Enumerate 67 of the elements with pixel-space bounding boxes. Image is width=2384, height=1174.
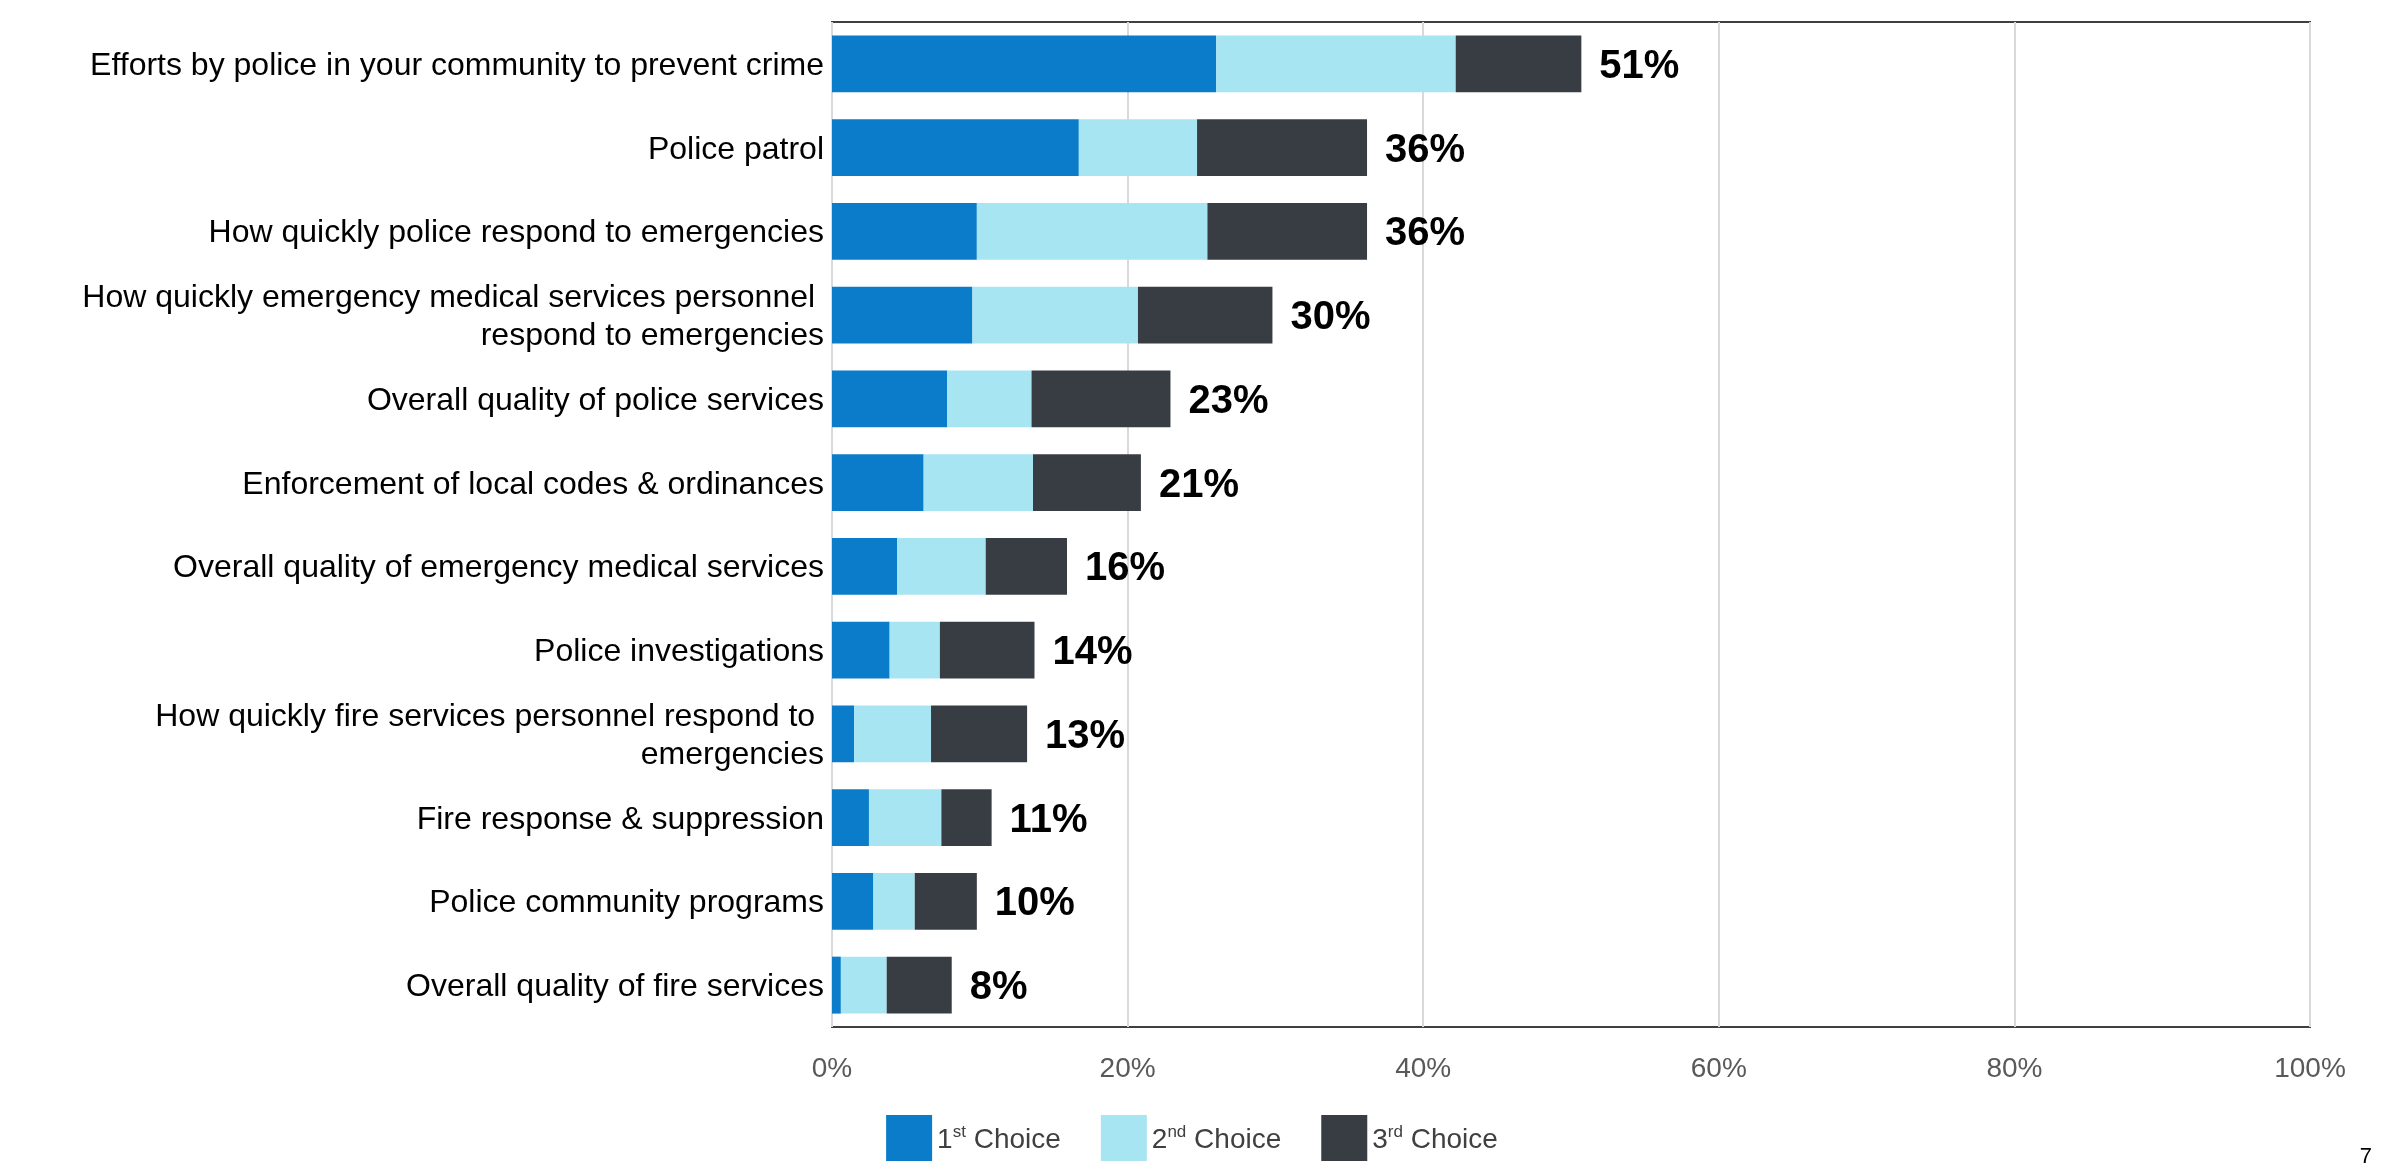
y-tick-label: Overall quality of emergency medical services — [173, 548, 824, 585]
bar — [939, 621, 1035, 679]
total-label: 8% — [969, 963, 1028, 1008]
bar — [1207, 202, 1368, 260]
y-tick-label: Police community programs — [429, 883, 824, 920]
bar — [832, 370, 948, 428]
total-label: 21% — [1158, 460, 1239, 505]
bar — [868, 789, 942, 847]
bar — [947, 370, 1032, 428]
total-label: 51% — [1599, 41, 1680, 86]
bar — [897, 537, 986, 595]
y-tick-label: Fire response & suppression — [416, 799, 824, 836]
bar — [832, 202, 977, 260]
y-tick-label: Efforts by police in your community to prevent crime — [90, 45, 824, 82]
bar — [1137, 286, 1273, 344]
x-tick-label: 80% — [1986, 1051, 2043, 1083]
bar — [840, 956, 887, 1014]
bar — [976, 202, 1208, 260]
x-tick-label: 0% — [811, 1051, 853, 1083]
bar — [832, 537, 898, 595]
bar — [1455, 35, 1582, 93]
total-label: 10% — [994, 879, 1075, 924]
y-tick-label: How quickly fire services personnel respond to emergencies — [155, 696, 824, 771]
bar — [1197, 119, 1368, 177]
y-tick-label: How quickly emergency medical services personnel respond to emergencies — [82, 278, 824, 353]
bar — [832, 872, 874, 930]
x-tick-label: 100% — [2274, 1051, 2346, 1083]
bar — [1078, 119, 1198, 177]
bar — [832, 621, 890, 679]
bar — [985, 537, 1067, 595]
bar — [889, 621, 940, 679]
bar — [914, 872, 977, 930]
total-label: 13% — [1045, 711, 1126, 756]
y-tick-label: Overall quality of police services — [366, 380, 824, 417]
total-label: 23% — [1188, 376, 1269, 421]
y-tick-label: How quickly police respond to emergencies — [208, 213, 824, 250]
bar — [1031, 370, 1171, 428]
bar — [832, 286, 973, 344]
y-tick-label: Police patrol — [647, 129, 824, 166]
bar — [1216, 35, 1456, 93]
bar — [1033, 454, 1141, 512]
total-label: 30% — [1290, 293, 1371, 338]
total-label: 36% — [1385, 209, 1466, 254]
total-label: 14% — [1052, 628, 1133, 673]
y-tick-label: Police investigations — [534, 632, 824, 669]
bar — [832, 454, 924, 512]
x-tick-label: 20% — [1099, 1051, 1156, 1083]
bar — [923, 454, 1034, 512]
bar — [832, 789, 869, 847]
bar — [832, 956, 841, 1014]
x-tick-label: 60% — [1690, 1051, 1747, 1083]
bar — [854, 705, 932, 763]
total-label: 11% — [1009, 795, 1088, 840]
bar — [832, 705, 855, 763]
bar — [972, 286, 1138, 344]
x-tick-label: 40% — [1395, 1051, 1452, 1083]
total-label: 16% — [1085, 544, 1166, 589]
bar — [832, 35, 1217, 93]
bar — [941, 789, 992, 847]
bar — [832, 119, 1079, 177]
bar — [873, 872, 915, 930]
text: 7 — [2359, 1142, 2373, 1168]
bar — [931, 705, 1028, 763]
total-label: 36% — [1385, 125, 1466, 170]
y-tick-label: Overall quality of fire services — [406, 967, 824, 1004]
bar — [886, 956, 952, 1014]
y-tick-label: Enforcement of local codes & ordinances — [242, 464, 824, 501]
